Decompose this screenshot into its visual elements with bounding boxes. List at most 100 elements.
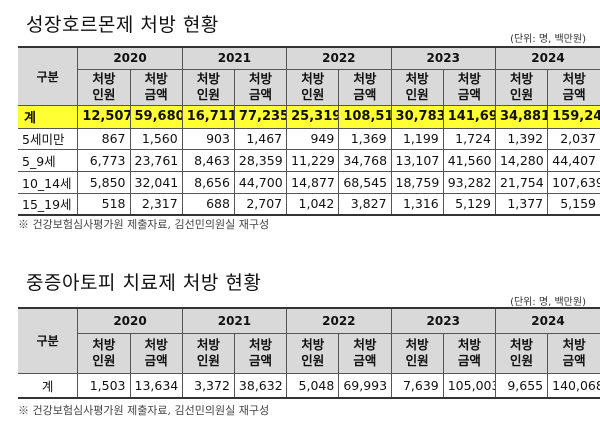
header-year-2023: 2023	[390, 307, 496, 334]
cell-value: 3,827	[338, 192, 392, 216]
header-amount: 처방 금액	[547, 332, 600, 374]
cell-value: 2,317	[129, 192, 183, 216]
cell-value: 8,656	[181, 170, 235, 194]
cell-value: 1,467	[233, 127, 288, 150]
cell-value: 867	[77, 127, 131, 150]
cell-value: 688	[181, 192, 235, 216]
cell-value: 28,359	[233, 148, 288, 172]
cell-value: 14,877	[286, 170, 340, 194]
row-label: 계	[18, 372, 79, 399]
header-year-2022: 2022	[286, 307, 392, 334]
header-category: 구분	[18, 46, 79, 106]
cell-value: 16,711	[181, 104, 235, 129]
cell-value: 108,510	[338, 104, 392, 129]
header-amount: 처방 금액	[442, 332, 496, 374]
cell-value: 23,761	[129, 148, 183, 172]
cell-value: 1,316	[390, 192, 444, 216]
header-year-2021: 2021	[181, 307, 288, 334]
header-amount: 처방 금액	[338, 332, 392, 374]
cell-value: 1,369	[338, 127, 392, 150]
header-people: 처방 인원	[286, 68, 340, 106]
row-label: 10_14세	[18, 170, 79, 194]
cell-value: 1,724	[442, 127, 496, 150]
growth-hormone-title: 성장호르몬제 처방 현황	[26, 14, 219, 36]
cell-value: 2,707	[233, 192, 288, 216]
header-people: 처방 인원	[181, 332, 235, 374]
cell-value: 2,037	[547, 127, 600, 150]
cell-value: 59,680	[129, 104, 183, 129]
header-year-2020: 2020	[77, 46, 183, 70]
cell-value: 44,407	[547, 148, 600, 172]
cell-value: 13,107	[390, 148, 444, 172]
cell-value: 5,159	[547, 192, 600, 216]
cell-value: 38,632	[233, 372, 288, 399]
cell-value: 9,655	[494, 372, 549, 399]
cell-value: 140,068	[547, 372, 600, 399]
cell-value: 8,463	[181, 148, 235, 172]
table-row: 5세미만 867 1,560 903 1,467 949 1,369 1,199…	[18, 127, 600, 150]
table-row-total: 계 12,507 59,680 16,711 77,235 25,319 108…	[18, 104, 600, 129]
source-note-1: ※ 건강보험심사평가원 제출자료, 김선민의원실 재구성	[18, 218, 270, 231]
table-row: 10_14세 5,850 32,041 8,656 44,700 14,877 …	[18, 170, 600, 194]
cell-value: 141,697	[442, 104, 496, 129]
cell-value: 949	[286, 127, 340, 150]
cell-value: 5,850	[77, 170, 131, 194]
row-label: 5_9세	[18, 148, 79, 172]
cell-value: 7,639	[390, 372, 444, 399]
cell-value: 1,377	[494, 192, 549, 216]
cell-value: 1,042	[286, 192, 340, 216]
header-amount: 처방 금액	[129, 68, 183, 106]
cell-value: 159,244	[547, 104, 600, 129]
cell-value: 1,503	[77, 372, 131, 399]
cell-value: 1,560	[129, 127, 183, 150]
cell-value: 12,507	[77, 104, 131, 129]
header-amount: 처방 금액	[442, 68, 496, 106]
cell-value: 18,759	[390, 170, 444, 194]
cell-value: 14,280	[494, 148, 549, 172]
header-amount: 처방 금액	[233, 68, 288, 106]
atopy-title: 중증아토피 치료제 처방 현황	[26, 272, 262, 294]
atopy-table: 구분 2020 2021 2022 2023 2024 처방 인원 처방 금액 처방…	[18, 307, 600, 399]
header-people: 처방 인원	[181, 68, 235, 106]
cell-value: 30,783	[390, 104, 444, 129]
header-people: 처방 인원	[77, 332, 131, 374]
header-people: 처방 인원	[286, 332, 340, 374]
header-people: 처방 인원	[77, 68, 131, 106]
cell-value: 34,881	[494, 104, 549, 129]
row-label: 5세미만	[18, 127, 79, 150]
table-row: 5_9세 6,773 23,761 8,463 28,359 11,229 34…	[18, 148, 600, 172]
cell-value: 5,129	[442, 192, 496, 216]
row-label: 계	[18, 104, 79, 129]
header-people: 처방 인원	[494, 68, 549, 106]
header-people: 처방 인원	[390, 68, 444, 106]
cell-value: 105,003	[442, 372, 496, 399]
header-year-2024: 2024	[494, 307, 600, 334]
cell-value: 518	[77, 192, 131, 216]
header-year-2020: 2020	[77, 307, 183, 334]
cell-value: 25,319	[286, 104, 340, 129]
unit-label-2: (단위: 명, 백만원)	[510, 297, 586, 308]
header-year-2022: 2022	[286, 46, 392, 70]
header-amount: 처방 금액	[233, 332, 288, 374]
header-amount: 처방 금액	[547, 68, 600, 106]
cell-value: 11,229	[286, 148, 340, 172]
header-amount: 처방 금액	[338, 68, 392, 106]
cell-value: 21,754	[494, 170, 549, 194]
table-row: 15_19세 518 2,317 688 2,707 1,042 3,827 1…	[18, 192, 600, 216]
cell-value: 32,041	[129, 170, 183, 194]
cell-value: 107,639	[547, 170, 600, 194]
cell-value: 13,634	[129, 372, 183, 399]
header-amount: 처방 금액	[129, 332, 183, 374]
cell-value: 1,392	[494, 127, 549, 150]
header-year-2024: 2024	[494, 46, 600, 70]
cell-value: 41,560	[442, 148, 496, 172]
header-year-2021: 2021	[181, 46, 288, 70]
row-label: 15_19세	[18, 192, 79, 216]
source-note-2: ※ 건강보험심사평가원 제출자료, 김선민의원실 재구성	[18, 404, 270, 417]
header-category: 구분	[18, 307, 79, 374]
unit-label-1: (단위: 명, 백만원)	[510, 34, 586, 45]
header-year-2023: 2023	[390, 46, 496, 70]
cell-value: 44,700	[233, 170, 288, 194]
cell-value: 77,235	[233, 104, 288, 129]
header-people: 처방 인원	[390, 332, 444, 374]
